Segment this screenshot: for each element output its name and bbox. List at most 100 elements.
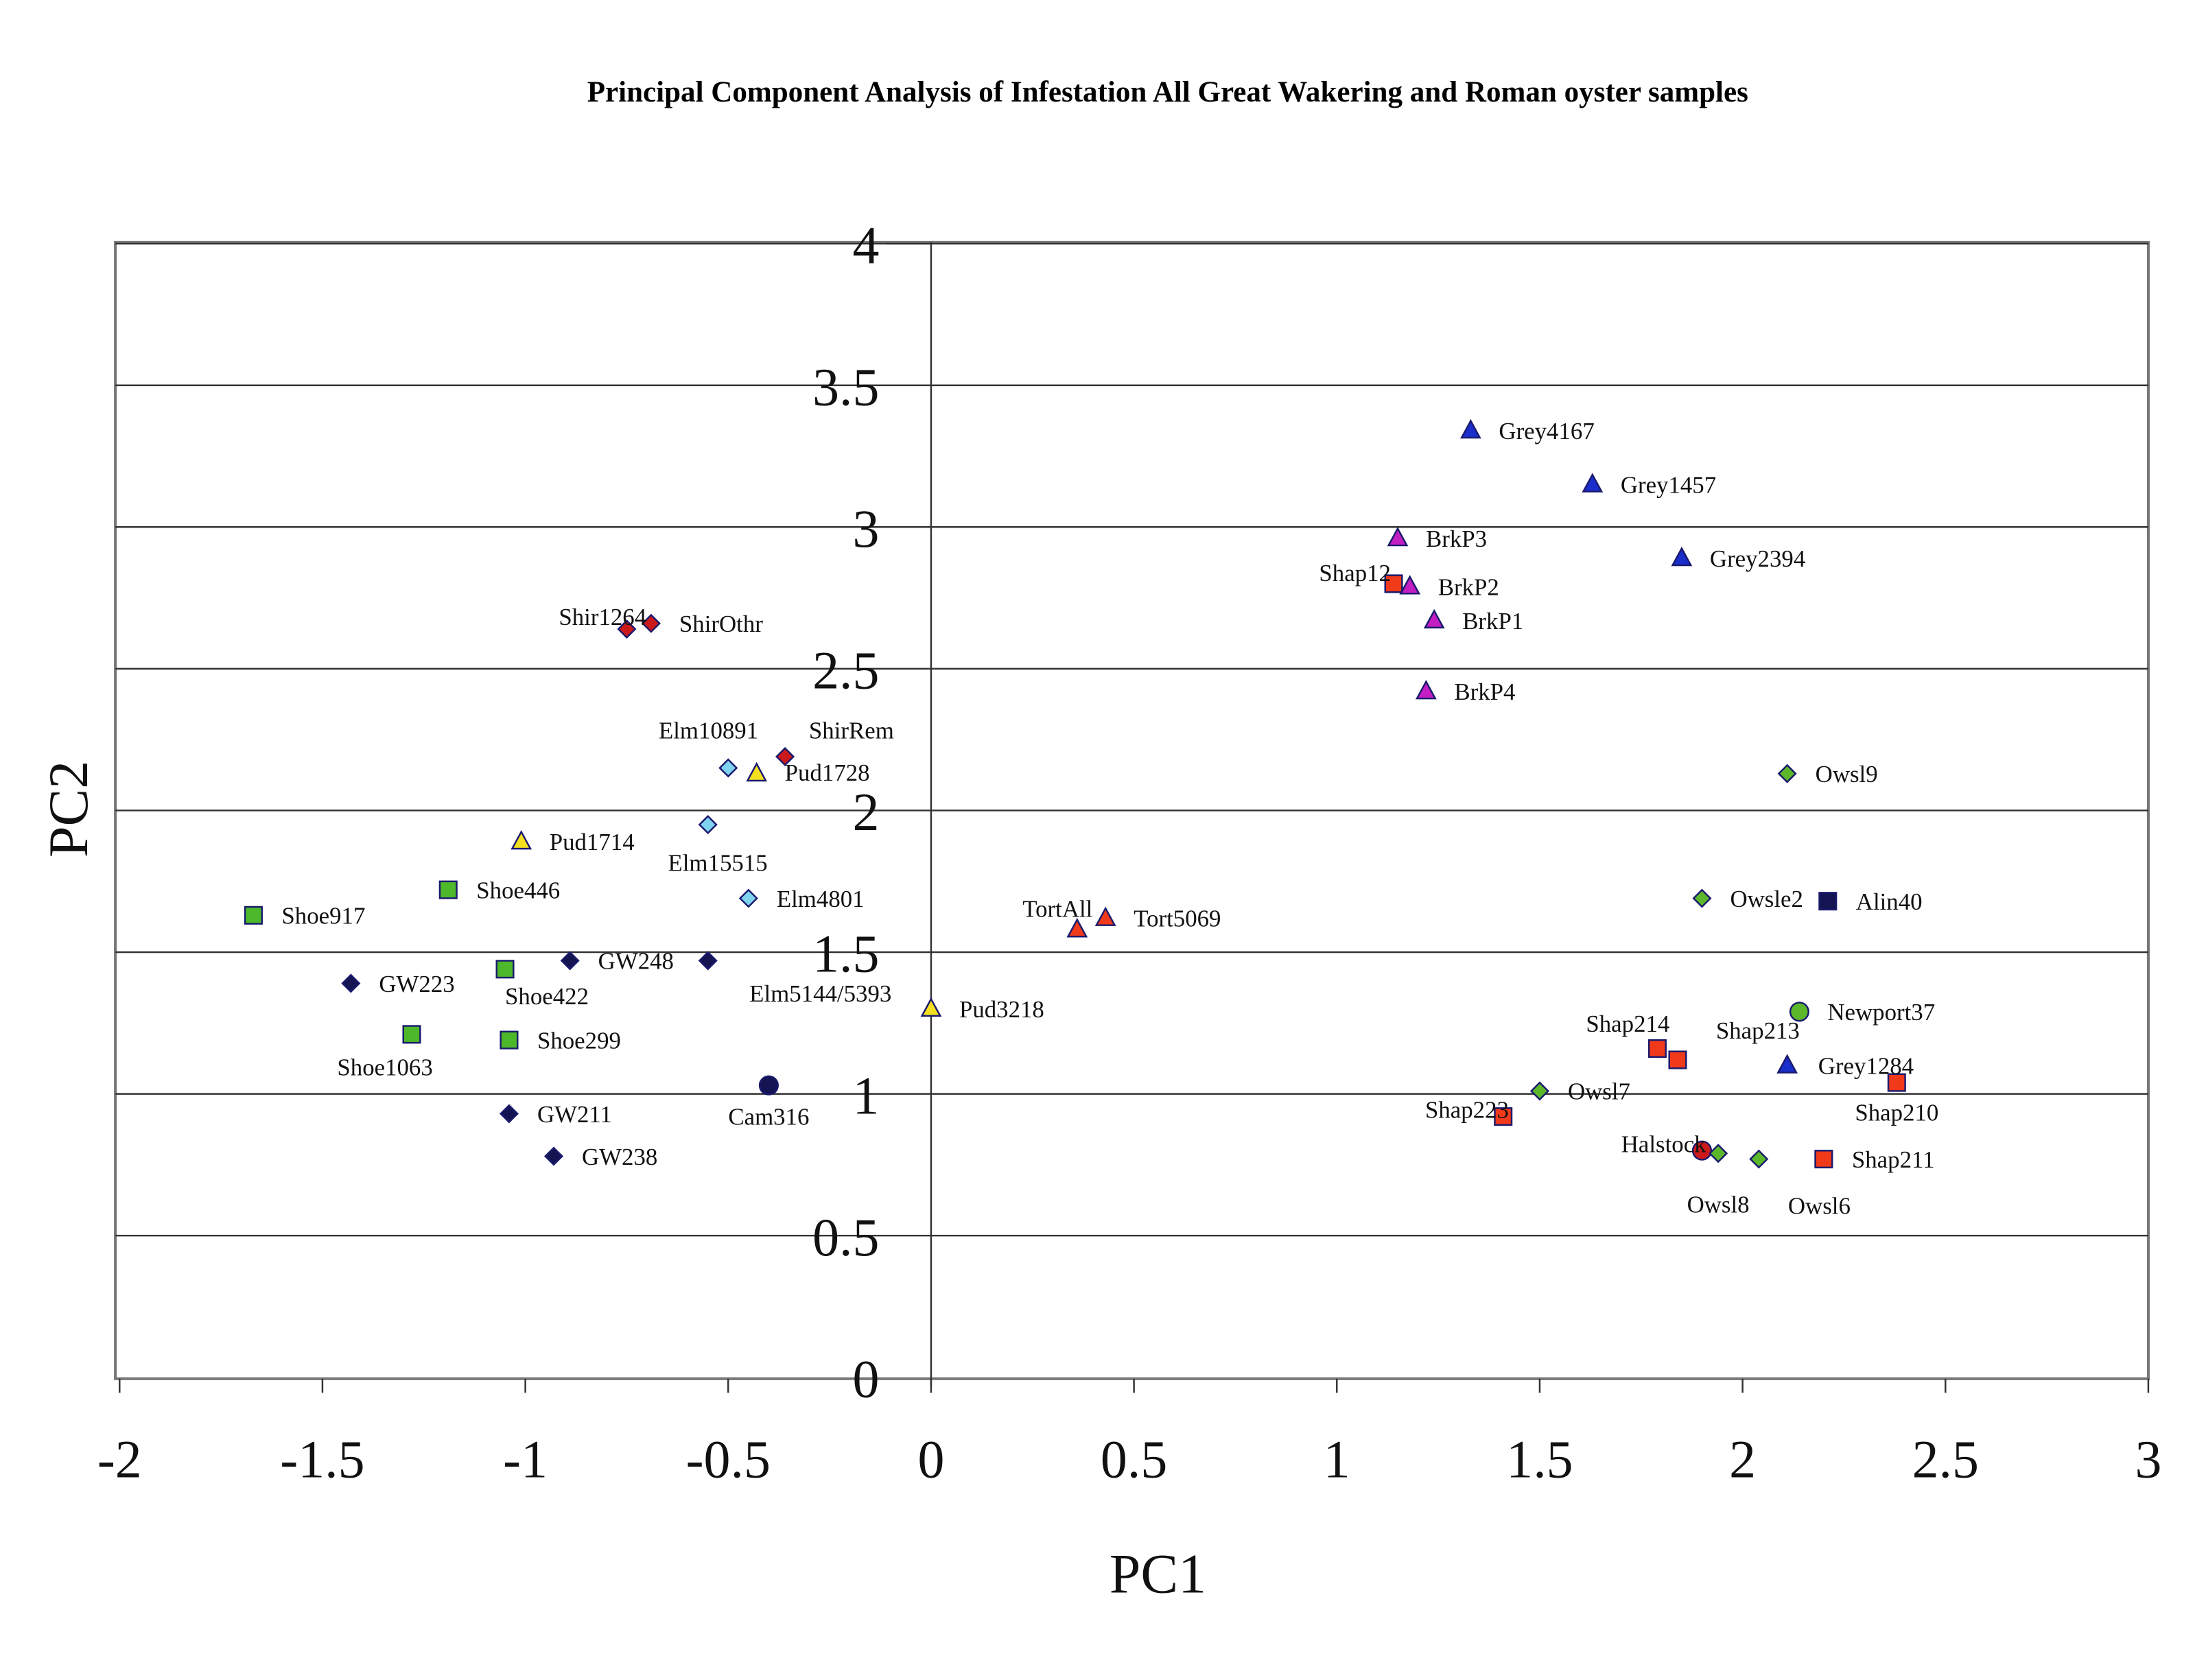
- point-triangle: [1094, 906, 1116, 926]
- point-diamond: [1709, 1144, 1728, 1163]
- point-label: Shoe917: [281, 903, 365, 930]
- point-label: Owsl6: [1788, 1193, 1851, 1220]
- point-label: Pud1714: [550, 829, 635, 855]
- point-diamond: [738, 888, 758, 908]
- point-label: Owsl7: [1568, 1078, 1630, 1105]
- point-label: BrkP4: [1454, 678, 1515, 705]
- point-label: BrkP1: [1462, 608, 1523, 635]
- x-tick-label: -2: [97, 1430, 142, 1489]
- y-tick-label: 0: [853, 1349, 880, 1408]
- point-label: Shap223: [1425, 1097, 1509, 1124]
- point-label: Shap211: [1852, 1146, 1935, 1173]
- chart-title: Principal Component Analysis of Infestat…: [587, 76, 1748, 108]
- y-tick-label: 4: [853, 216, 880, 275]
- point-label: GW223: [379, 971, 454, 997]
- point-triangle: [1066, 918, 1088, 938]
- point-square: [500, 1030, 519, 1050]
- y-tick-label: 2: [853, 783, 880, 842]
- point-diamond: [775, 746, 795, 766]
- point-diamond: [1749, 1149, 1769, 1169]
- point-label: Shoe422: [505, 983, 589, 1010]
- point-triangle: [1671, 546, 1693, 567]
- point-diamond: [617, 619, 637, 639]
- point-square: [1814, 1150, 1833, 1169]
- point-label: Pud1728: [785, 759, 870, 786]
- point-label: Alin40: [1856, 888, 1923, 915]
- point-labels: Shir1264 ShirOthr ShirRem Elm10891 Pud1728 El…: [281, 418, 1938, 1219]
- point-label: Newport37: [1827, 999, 1935, 1026]
- x-tick-label: -1.5: [280, 1430, 364, 1489]
- point-diamond: [560, 951, 580, 971]
- point-label: Pud3218: [959, 996, 1044, 1023]
- y-tick-label: 1: [853, 1066, 880, 1125]
- point-square: [438, 880, 458, 899]
- point-diamond: [1777, 764, 1797, 783]
- point-triangle: [1582, 473, 1604, 493]
- point-label: Owsl9: [1816, 761, 1878, 788]
- x-tick-label: 2: [1729, 1430, 1756, 1489]
- point-triangle: [1415, 679, 1437, 700]
- point-triangle: [920, 997, 942, 1017]
- y-tick-labels: 0 0.5 1 1.5 2 2.5 3 3.5 4: [812, 216, 879, 1409]
- point-label: ShirOthr: [679, 611, 763, 637]
- point-square: [1818, 892, 1838, 911]
- point-label: BrkP3: [1426, 525, 1487, 552]
- x-tick-labels: -2 -1.5 -1 -0.5 0 0.5 1 1.5 2 2.5 3: [97, 1430, 2162, 1489]
- point-circle: [758, 1075, 779, 1096]
- point-square: [1647, 1039, 1667, 1058]
- point-diamond: [718, 758, 738, 778]
- x-tick-label: 3: [2135, 1430, 2161, 1489]
- point-diamond: [698, 951, 718, 971]
- point-square: [1384, 574, 1403, 593]
- point-label: Elm5144/5393: [749, 980, 891, 1007]
- point-square: [402, 1025, 421, 1044]
- point-label: Shir1264: [559, 604, 646, 630]
- point-diamond: [543, 1146, 564, 1166]
- x-tick-label: 1.5: [1506, 1430, 1573, 1489]
- point-diamond: [1529, 1081, 1549, 1101]
- x-axis-label: PC1: [1110, 1542, 1206, 1605]
- point-triangle: [511, 829, 532, 850]
- point-label: Grey1457: [1621, 472, 1716, 499]
- y-tick-label: 2.5: [812, 641, 879, 700]
- y-tick-label: 0.5: [812, 1208, 879, 1267]
- point-label: Owsle2: [1730, 886, 1803, 912]
- point-label: ShirRem: [809, 717, 894, 744]
- point-label: Halstock: [1621, 1131, 1706, 1157]
- y-tick-label: 3: [853, 499, 880, 558]
- x-tick-label: 2.5: [1912, 1430, 1979, 1489]
- point-label: Grey4167: [1499, 418, 1594, 445]
- point-square: [244, 906, 263, 925]
- point-square: [1668, 1050, 1687, 1069]
- point-circle: [1789, 1002, 1809, 1022]
- point-square: [495, 960, 515, 979]
- point-diamond: [698, 815, 718, 835]
- point-label: Elm10891: [659, 717, 758, 744]
- point-diamond: [341, 973, 361, 993]
- point-label: Shoe299: [537, 1027, 621, 1054]
- point-triangle: [1776, 1054, 1798, 1074]
- point-label: Owsl8: [1687, 1191, 1750, 1218]
- point-label: Shap214: [1586, 1010, 1669, 1037]
- point-diamond: [499, 1104, 519, 1124]
- point-square: [1887, 1073, 1906, 1092]
- point-label: Shap12: [1319, 560, 1391, 587]
- y-tick-label: 1.5: [812, 925, 879, 984]
- point-label: Cam316: [728, 1104, 809, 1131]
- point-label: Shoe446: [476, 877, 560, 903]
- point-label: Elm15515: [668, 850, 767, 877]
- point-triangle: [1423, 608, 1445, 629]
- point-label: Tort5069: [1134, 906, 1221, 932]
- point-label: Elm4801: [777, 886, 865, 912]
- point-label: Grey1284: [1818, 1053, 1914, 1080]
- point-label: GW211: [537, 1101, 612, 1128]
- x-tick-label: -1: [503, 1430, 548, 1489]
- point-diamond: [1692, 888, 1712, 908]
- point-triangle: [1387, 526, 1409, 547]
- point-triangle: [746, 761, 768, 782]
- point-triangle: [1460, 418, 1481, 439]
- point-label: GW248: [598, 948, 674, 975]
- y-tick-label: 3.5: [812, 357, 879, 416]
- point-square: [1494, 1107, 1513, 1126]
